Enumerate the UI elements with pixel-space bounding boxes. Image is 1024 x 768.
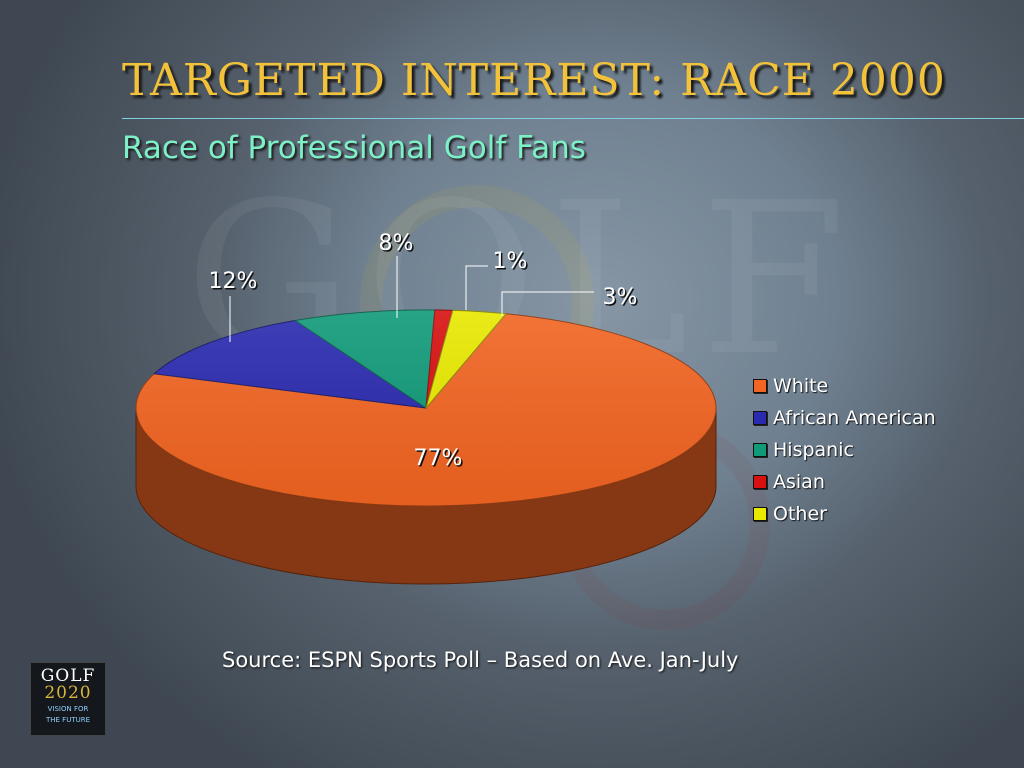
logo-year: 2020 [44, 683, 92, 703]
legend-swatch-white [753, 379, 767, 393]
data-label-shadow-african-american: 12% [210, 271, 259, 296]
data-label-african-american: 12% [209, 269, 258, 294]
data-label-shadow-asian: 1% [494, 251, 529, 276]
logo-word: GOLF [40, 666, 96, 686]
legend-label-asian: Asian [773, 471, 825, 493]
data-label-shadow-hispanic: 8% [380, 233, 415, 258]
source-note: Source: ESPN Sports Poll – Based on Ave.… [222, 648, 739, 672]
slide-title: TARGETED INTEREST: RACE 2000 [122, 55, 946, 106]
data-label-shadow-other: 3% [604, 287, 639, 312]
legend-item-asian: Asian [753, 466, 936, 498]
data-label-other: 3% [603, 285, 638, 310]
data-label-hispanic: 8% [379, 231, 414, 256]
legend-item-other: Other [753, 498, 936, 530]
legend-swatch-asian [753, 475, 767, 489]
slide-subtitle: Race of Professional Golf Fans [122, 130, 586, 166]
legend-swatch-other [753, 507, 767, 521]
legend-item-african-american: African American [753, 402, 936, 434]
leader-line-other [501, 291, 594, 316]
legend-swatch-african-american [753, 411, 767, 425]
legend-swatch-hispanic [753, 443, 767, 457]
legend-label-other: Other [773, 503, 827, 525]
logo-tagline-1: VISION FOR [47, 705, 89, 713]
pie-top-sheen [136, 310, 716, 506]
legend-item-hispanic: Hispanic [753, 434, 936, 466]
data-label-asian: 1% [493, 249, 528, 274]
legend-label-white: White [773, 375, 829, 397]
legend-label-african-american: African American [773, 407, 936, 429]
chart-legend: White African American Hispanic Asian Other [753, 370, 936, 530]
title-divider [122, 118, 1024, 119]
leader-line-asian [465, 265, 488, 310]
legend-item-white: White [753, 370, 936, 402]
golf-2020-logo: GOLF 2020 VISION FOR THE FUTURE [30, 662, 106, 736]
data-label-shadow-white: 77% [415, 448, 464, 473]
logo-tagline-2: THE FUTURE [45, 716, 91, 724]
data-label-white: 77% [414, 446, 463, 471]
legend-label-hispanic: Hispanic [773, 439, 854, 461]
